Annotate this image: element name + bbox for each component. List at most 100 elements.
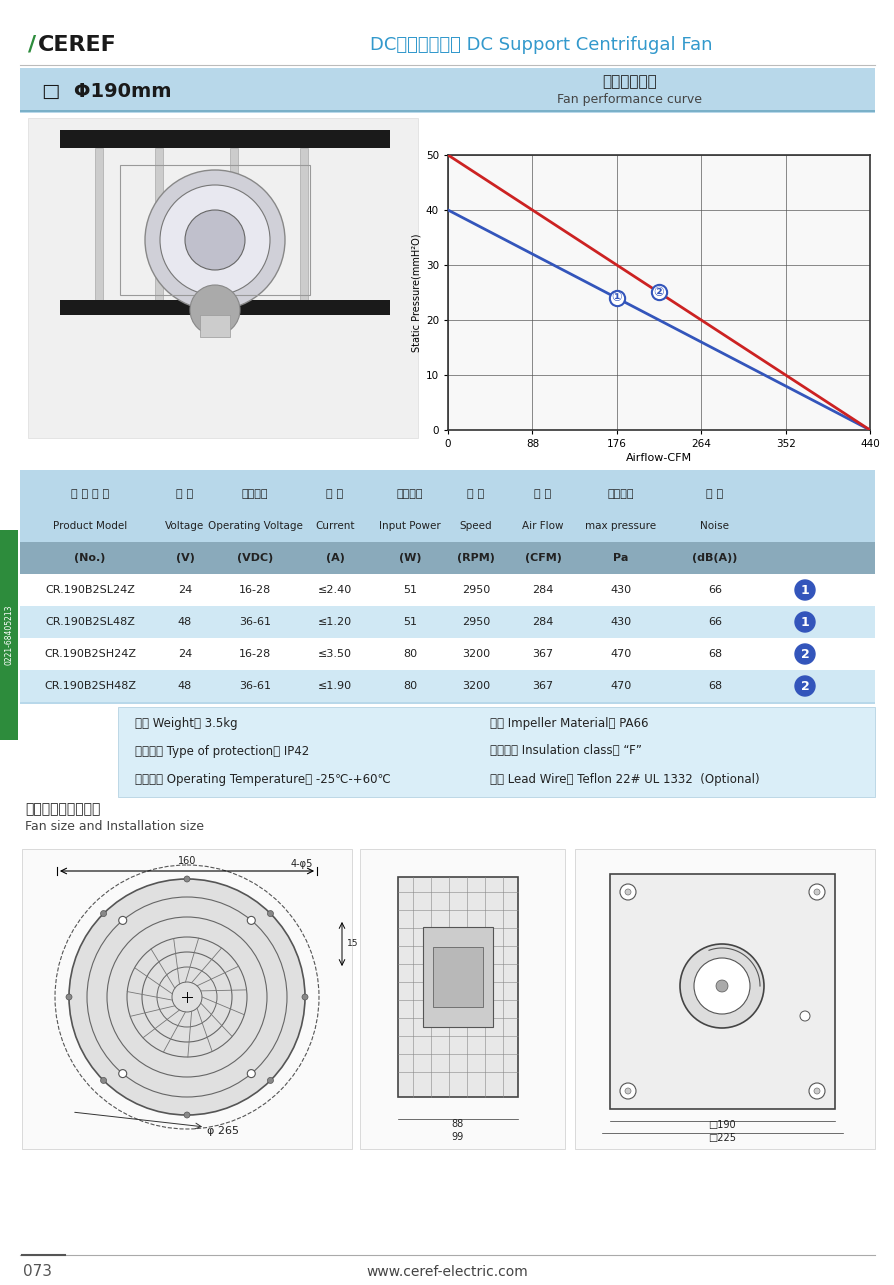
Text: 电 压: 电 压 — [176, 490, 193, 499]
Text: (RPM): (RPM) — [457, 553, 494, 563]
Bar — [20, 669, 874, 702]
Circle shape — [185, 209, 245, 270]
Circle shape — [100, 1077, 106, 1083]
Text: 输入功率: 输入功率 — [396, 490, 423, 499]
Text: 99: 99 — [451, 1132, 464, 1142]
Text: 3200: 3200 — [461, 649, 490, 659]
Text: Air Flow: Air Flow — [522, 520, 563, 531]
Text: 160: 160 — [178, 856, 196, 866]
Circle shape — [247, 916, 255, 924]
Circle shape — [813, 1088, 819, 1094]
Bar — [118, 707, 874, 797]
Circle shape — [799, 1011, 809, 1022]
Text: 最大静压: 最大静压 — [607, 490, 634, 499]
Text: Noise: Noise — [700, 520, 729, 531]
Circle shape — [119, 1069, 127, 1078]
Text: Voltage: Voltage — [165, 520, 205, 531]
Circle shape — [301, 995, 308, 1000]
Text: 51: 51 — [402, 617, 417, 627]
Text: 2: 2 — [800, 648, 808, 660]
Bar — [359, 849, 564, 1149]
Bar — [0, 529, 18, 740]
Circle shape — [247, 1069, 255, 1078]
Circle shape — [794, 676, 814, 696]
Text: Operating Voltage: Operating Voltage — [207, 520, 302, 531]
Text: 16-28: 16-28 — [239, 649, 271, 659]
Text: 3200: 3200 — [461, 681, 490, 691]
Circle shape — [190, 285, 240, 335]
Text: 66: 66 — [707, 585, 721, 595]
Circle shape — [813, 889, 819, 894]
Text: Fan size and Installation size: Fan size and Installation size — [25, 820, 204, 833]
Text: 66: 66 — [707, 617, 721, 627]
Bar — [20, 637, 874, 669]
Bar — [22, 849, 351, 1149]
Text: 4-φ5: 4-φ5 — [291, 858, 313, 869]
Text: ②: ② — [653, 287, 663, 299]
Bar — [199, 315, 230, 337]
Text: max pressure: max pressure — [585, 520, 656, 531]
Text: 2950: 2950 — [461, 617, 490, 627]
Bar — [20, 542, 874, 574]
Text: 470: 470 — [610, 649, 631, 659]
Text: 0221-68405213: 0221-68405213 — [4, 605, 13, 666]
Circle shape — [69, 879, 305, 1115]
Bar — [423, 926, 493, 1027]
Text: Speed: Speed — [460, 520, 492, 531]
Text: DC支架离心风机 DC Support Centrifugal Fan: DC支架离心风机 DC Support Centrifugal Fan — [369, 36, 712, 54]
Text: 073: 073 — [23, 1264, 53, 1280]
Circle shape — [184, 876, 190, 882]
Text: 防护等级 Type of protection： IP42: 防护等级 Type of protection： IP42 — [135, 744, 309, 757]
Text: 绵缘等级 Insulation class： “F”: 绵缘等级 Insulation class： “F” — [489, 744, 641, 757]
Circle shape — [794, 612, 814, 632]
Circle shape — [267, 1077, 274, 1083]
Bar — [20, 574, 874, 607]
Bar — [120, 164, 309, 296]
Text: CEREF: CEREF — [38, 35, 116, 55]
Bar — [299, 148, 308, 308]
Text: /: / — [28, 35, 36, 55]
Circle shape — [679, 944, 763, 1028]
Text: (W): (W) — [399, 553, 421, 563]
Text: 2950: 2950 — [461, 585, 490, 595]
X-axis label: Airflow-CFM: Airflow-CFM — [625, 454, 691, 463]
Bar — [95, 148, 103, 308]
Text: 24: 24 — [178, 585, 192, 595]
Circle shape — [715, 980, 727, 992]
Text: Input Power: Input Power — [379, 520, 441, 531]
Text: ①: ① — [611, 292, 621, 305]
Bar — [20, 68, 874, 113]
Text: CR.190B2SL48Z: CR.190B2SL48Z — [45, 617, 135, 627]
Bar — [574, 849, 874, 1149]
Text: 16-28: 16-28 — [239, 585, 271, 595]
Circle shape — [620, 884, 636, 899]
Text: 367: 367 — [532, 681, 553, 691]
Circle shape — [145, 170, 284, 310]
Bar — [230, 148, 238, 308]
Circle shape — [66, 995, 72, 1000]
Text: (VDC): (VDC) — [237, 553, 273, 563]
Circle shape — [100, 911, 106, 916]
Text: (V): (V) — [175, 553, 194, 563]
Text: ≤1.90: ≤1.90 — [317, 681, 351, 691]
Text: 48: 48 — [178, 681, 192, 691]
Text: 风 量: 风 量 — [534, 490, 551, 499]
Text: 15: 15 — [347, 939, 358, 948]
Text: 284: 284 — [532, 617, 553, 627]
Text: 风机尺寸及安装尺寸: 风机尺寸及安装尺寸 — [25, 802, 100, 816]
Text: (No.): (No.) — [74, 553, 105, 563]
Text: 温度范围 Operating Temperature： -25℃-+60℃: 温度范围 Operating Temperature： -25℃-+60℃ — [135, 772, 391, 785]
Text: 产 品 型 号: 产 品 型 号 — [71, 490, 109, 499]
Text: 重量 Weight： 3.5kg: 重量 Weight： 3.5kg — [135, 717, 238, 730]
Circle shape — [808, 884, 824, 899]
Text: 工作电压: 工作电压 — [241, 490, 268, 499]
Text: www.ceref-electric.com: www.ceref-electric.com — [366, 1264, 527, 1279]
Bar — [610, 874, 834, 1109]
Bar — [20, 607, 874, 637]
Circle shape — [794, 644, 814, 664]
Text: 转 速: 转 速 — [467, 490, 484, 499]
Circle shape — [624, 1088, 630, 1094]
Circle shape — [184, 1112, 190, 1118]
Text: 24: 24 — [178, 649, 192, 659]
Text: □  Φ190mm: □ Φ190mm — [42, 81, 172, 100]
